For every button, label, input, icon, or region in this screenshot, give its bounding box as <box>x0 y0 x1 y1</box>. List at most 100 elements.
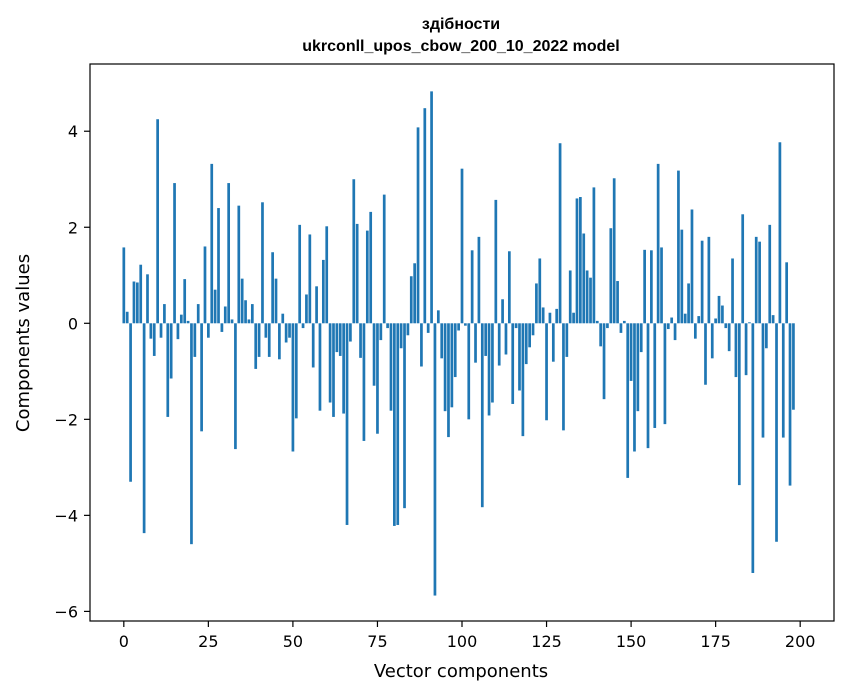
bar-151 <box>633 323 636 452</box>
bar-62 <box>332 323 335 417</box>
bar-145 <box>612 178 616 324</box>
bar-28 <box>217 208 220 324</box>
bar-61 <box>328 323 332 403</box>
bar-109 <box>491 323 494 403</box>
bar-53 <box>301 323 305 329</box>
bar-8 <box>149 323 153 339</box>
bar-185 <box>748 322 751 324</box>
bar-114 <box>507 251 511 324</box>
bar-192 <box>771 315 775 324</box>
bar-63 <box>335 323 339 353</box>
bar-15 <box>173 183 176 324</box>
bar-75 <box>376 323 379 434</box>
bar-129 <box>558 143 562 324</box>
bar-193 <box>775 323 778 542</box>
bar-84 <box>406 323 410 336</box>
bar-83 <box>403 323 406 509</box>
x-axis-label: Vector components <box>374 661 548 682</box>
bar-37 <box>247 319 251 324</box>
x-tick-label-5: 125 <box>531 632 562 651</box>
bar-107 <box>484 323 488 356</box>
bar-104 <box>474 323 477 363</box>
bar-41 <box>261 202 264 324</box>
bar-168 <box>690 209 694 324</box>
bar-64 <box>338 323 342 356</box>
bar-143 <box>606 323 609 329</box>
bar-58 <box>318 323 322 411</box>
bar-18 <box>183 279 187 324</box>
bar-115 <box>511 323 515 404</box>
bar-175 <box>714 318 717 324</box>
bar-12 <box>163 304 166 324</box>
bar-182 <box>737 323 741 486</box>
chart-title: здібности <box>422 16 500 33</box>
bar-162 <box>670 317 674 324</box>
bar-43 <box>267 323 271 357</box>
bar-21 <box>193 323 197 357</box>
x-tick-label-0: 0 <box>119 632 129 651</box>
bar-96 <box>447 323 450 438</box>
bar-184 <box>744 323 748 376</box>
bar-108 <box>487 323 491 416</box>
bar-144 <box>609 228 613 324</box>
bar-160 <box>663 323 667 425</box>
bar-123 <box>538 258 542 324</box>
bar-150 <box>629 323 633 381</box>
bar-88 <box>420 323 423 367</box>
bar-5 <box>139 264 143 324</box>
bar-161 <box>666 323 670 330</box>
bar-106 <box>480 323 484 508</box>
bar-42 <box>264 323 268 338</box>
bar-121 <box>531 323 535 336</box>
bar-80 <box>393 323 396 526</box>
bar-68 <box>352 179 356 324</box>
bar-2 <box>129 323 132 482</box>
bar-157 <box>653 323 657 428</box>
y-tick-label-3: 0 <box>68 314 78 333</box>
x-tick-label-4: 100 <box>447 632 478 651</box>
bar-50 <box>291 323 295 452</box>
y-tick-label-0: −6 <box>54 602 78 621</box>
bar-191 <box>768 224 772 324</box>
bar-142 <box>602 323 606 400</box>
bar-170 <box>697 316 701 324</box>
bar-97 <box>450 323 454 408</box>
bar-148 <box>622 320 626 324</box>
bar-198 <box>792 323 795 410</box>
bar-10 <box>156 119 159 324</box>
bar-56 <box>311 323 315 368</box>
bar-34 <box>237 205 241 324</box>
bar-111 <box>497 323 501 366</box>
bar-127 <box>551 323 555 362</box>
bar-30 <box>223 306 227 324</box>
bar-19 <box>186 320 190 324</box>
bar-174 <box>710 323 714 359</box>
bar-13 <box>166 323 170 417</box>
bar-76 <box>379 323 383 341</box>
bar-39 <box>254 323 258 369</box>
bar-92 <box>433 323 437 596</box>
bar-77 <box>382 194 386 324</box>
bar-31 <box>227 183 231 324</box>
bar-38 <box>250 304 254 324</box>
bar-0 <box>122 247 126 324</box>
bar-124 <box>541 307 545 324</box>
bar-67 <box>349 323 352 342</box>
bar-167 <box>687 283 690 324</box>
bar-138 <box>589 277 592 324</box>
bar-158 <box>656 163 660 324</box>
bar-25 <box>207 323 210 338</box>
bar-103 <box>470 250 474 324</box>
bar-69 <box>355 223 359 324</box>
bar-125 <box>545 323 548 421</box>
bar-44 <box>271 252 274 324</box>
bar-176 <box>717 295 721 324</box>
bar-153 <box>639 323 643 353</box>
bar-9 <box>152 323 156 356</box>
bar-70 <box>359 323 362 358</box>
bar-22 <box>196 304 200 324</box>
bar-159 <box>660 247 663 324</box>
bar-173 <box>707 236 711 324</box>
bar-72 <box>365 230 369 324</box>
bar-171 <box>700 240 704 324</box>
